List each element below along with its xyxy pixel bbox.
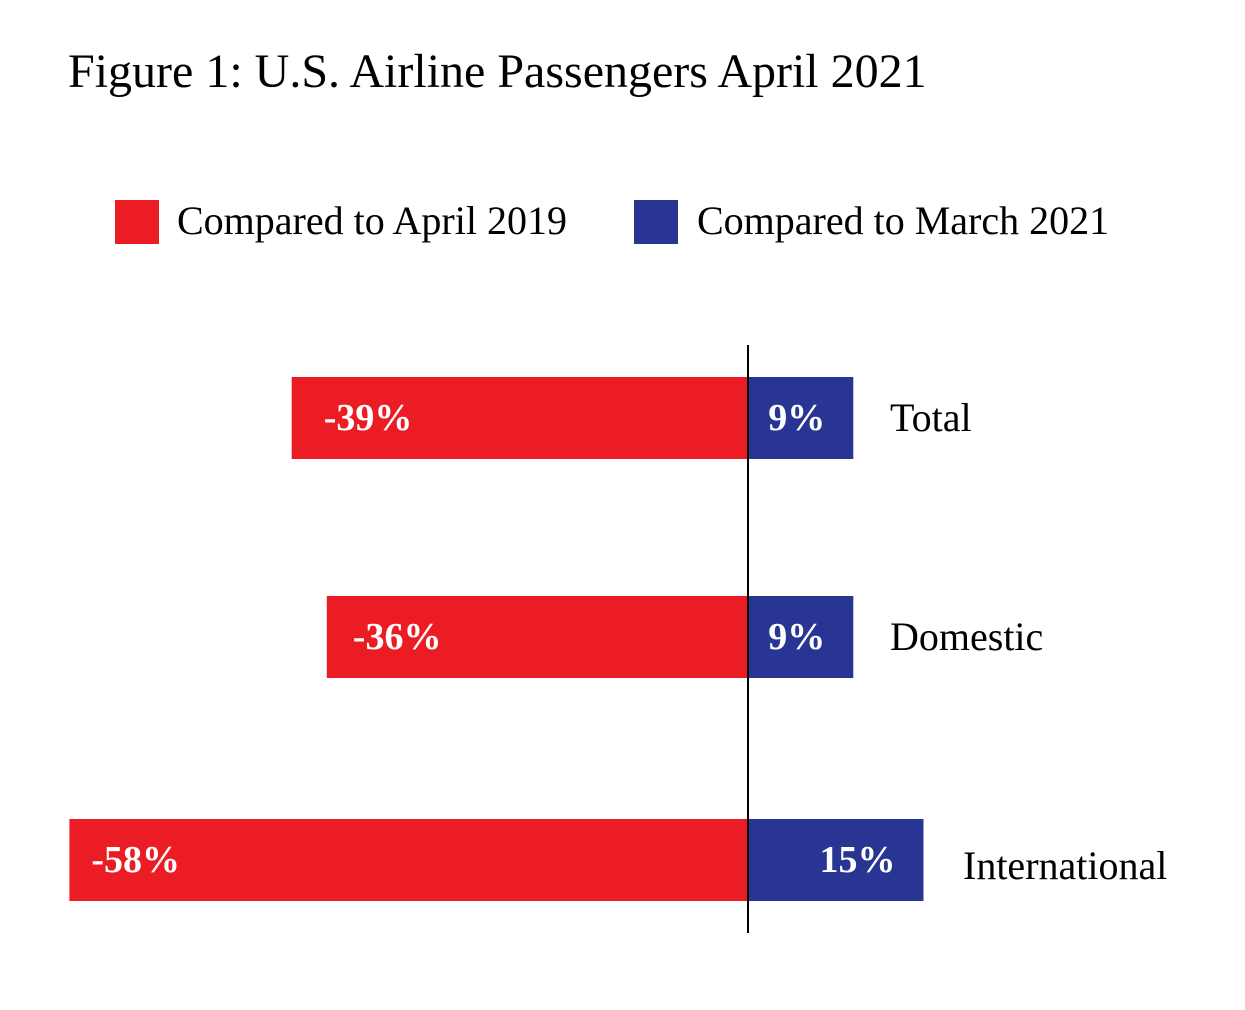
legend-label-march-2021: Compared to March 2021 <box>697 198 1110 243</box>
legend-swatch-april-2019 <box>115 200 159 244</box>
data-label-total-vs-march-2021: 9% <box>768 397 825 439</box>
data-label-domestic-vs-march-2021: 9% <box>768 616 825 658</box>
chart-title: Figure 1: U.S. Airline Passengers April … <box>68 45 927 98</box>
legend-swatch-march-2021 <box>634 200 678 244</box>
category-label-domestic: Domestic <box>890 614 1043 659</box>
bar-domestic-vs-march-2021 <box>748 596 854 678</box>
data-label-domestic-vs-april-2019: -36% <box>353 616 442 658</box>
data-label-international-vs-april-2019: -58% <box>91 839 180 881</box>
data-label-total-vs-april-2019: -39% <box>324 397 413 439</box>
bar-domestic-vs-april-2019 <box>326 596 748 678</box>
bar-total-vs-april-2019 <box>291 377 748 459</box>
bar-international-vs-april-2019 <box>69 819 748 901</box>
category-label-total: Total <box>890 395 972 440</box>
bar-total-vs-march-2021 <box>748 377 854 459</box>
category-label-international: International <box>963 843 1167 888</box>
legend-label-april-2019: Compared to April 2019 <box>177 198 567 243</box>
bar-international-vs-march-2021 <box>748 819 924 901</box>
data-label-international-vs-march-2021: 15% <box>820 839 896 881</box>
